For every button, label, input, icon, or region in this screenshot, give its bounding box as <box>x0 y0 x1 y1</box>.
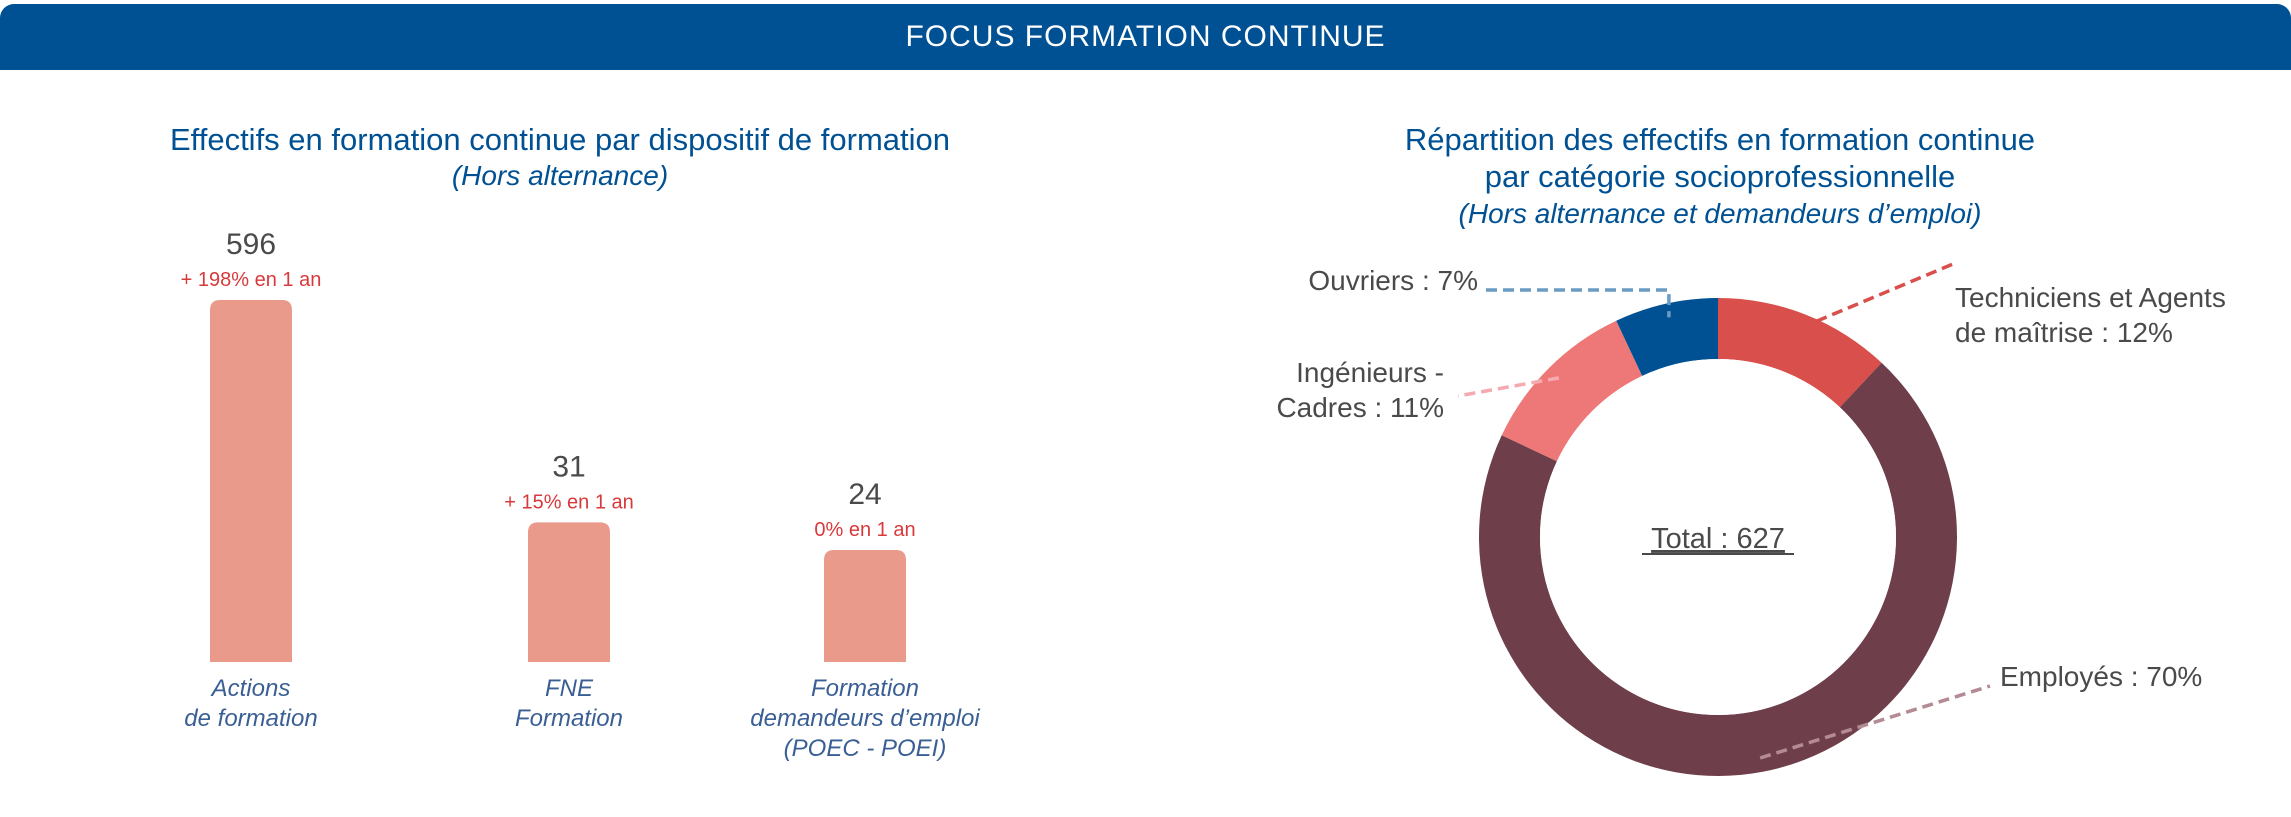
donut-chart-subtitle: (Hors alternance et demandeurs d’emploi) <box>1458 198 1982 229</box>
donut-slice-4-label-line1: Ouvriers : 7% <box>1308 265 1478 296</box>
donut-slice-2-label-line1: Employés : 70% <box>2000 661 2202 692</box>
donut-slice-3-label-line1: Ingénieurs - <box>1296 357 1444 388</box>
donut-slice-3 <box>1501 320 1643 462</box>
donut-slice-2-leader-line <box>1759 684 1991 760</box>
section-banner: FOCUS FORMATION CONTINUE <box>0 4 2291 70</box>
donut-chart-title: Répartition des effectifs en formation c… <box>1220 121 2220 195</box>
donut-hole <box>1540 359 1896 715</box>
bar-2-category-label-line2: Formation <box>515 705 623 732</box>
bar-1-change-label: + 198% en 1 an <box>181 269 322 291</box>
bar-chart: 596 + 198% en 1 an Actions de formation 31 + … <box>181 228 981 762</box>
donut-slice-1-label-line1: Techniciens et Agents <box>1955 282 2226 313</box>
bar-3-change-label: 0% en 1 an <box>814 519 915 541</box>
donut-slice-1-leader-line <box>1800 262 1954 330</box>
bar-2-change-label: + 15% en 1 an <box>504 491 634 513</box>
banner-title: FOCUS FORMATION CONTINUE <box>905 20 1386 53</box>
bar-3-category-label-line2: demandeurs d’emploi <box>750 705 980 732</box>
bar-3-category-label-line3: (POEC - POEI) <box>784 735 947 762</box>
bar-3-value-label: 24 <box>848 478 881 511</box>
donut-slice-3-leader-line <box>1457 376 1560 398</box>
bar-1-value-label: 596 <box>226 228 276 261</box>
donut-slice-3-label-line2: Cadres : 11% <box>1276 392 1444 423</box>
bar-chart-subtitle: (Hors alternance) <box>451 160 669 191</box>
bar-2 <box>528 522 610 662</box>
bar-3 <box>824 550 906 662</box>
donut-chart-title-line1: Répartition des effectifs en formation c… <box>1404 122 2036 157</box>
donut-slice-4-leader-line <box>1486 288 1671 318</box>
bar-1 <box>210 300 292 662</box>
donut-slice-1 <box>1718 298 1882 408</box>
bar-2-value-label: 31 <box>552 450 585 483</box>
donut-slice-2 <box>1479 362 1957 776</box>
bar-2-category-label-line1: FNE <box>545 675 594 702</box>
donut-slice-4 <box>1616 298 1718 376</box>
donut-chart: Techniciens et Agents de maîtrise : 12% Em… <box>1276 262 2226 776</box>
bar-chart-title: Effectifs en formation continue par disp… <box>169 122 950 157</box>
donut-total-label: Total : 627 <box>1651 523 1785 555</box>
bar-1-category-label-line2: de formation <box>184 705 317 732</box>
bar-1-category-label-line1: Actions <box>210 675 291 702</box>
bar-3-category-label-line1: Formation <box>811 675 919 702</box>
donut-slice-1-label-line2: de maîtrise : 12% <box>1955 317 2173 348</box>
donut-chart-title-line2: par catégorie socioprofessionnelle <box>1484 159 1956 194</box>
